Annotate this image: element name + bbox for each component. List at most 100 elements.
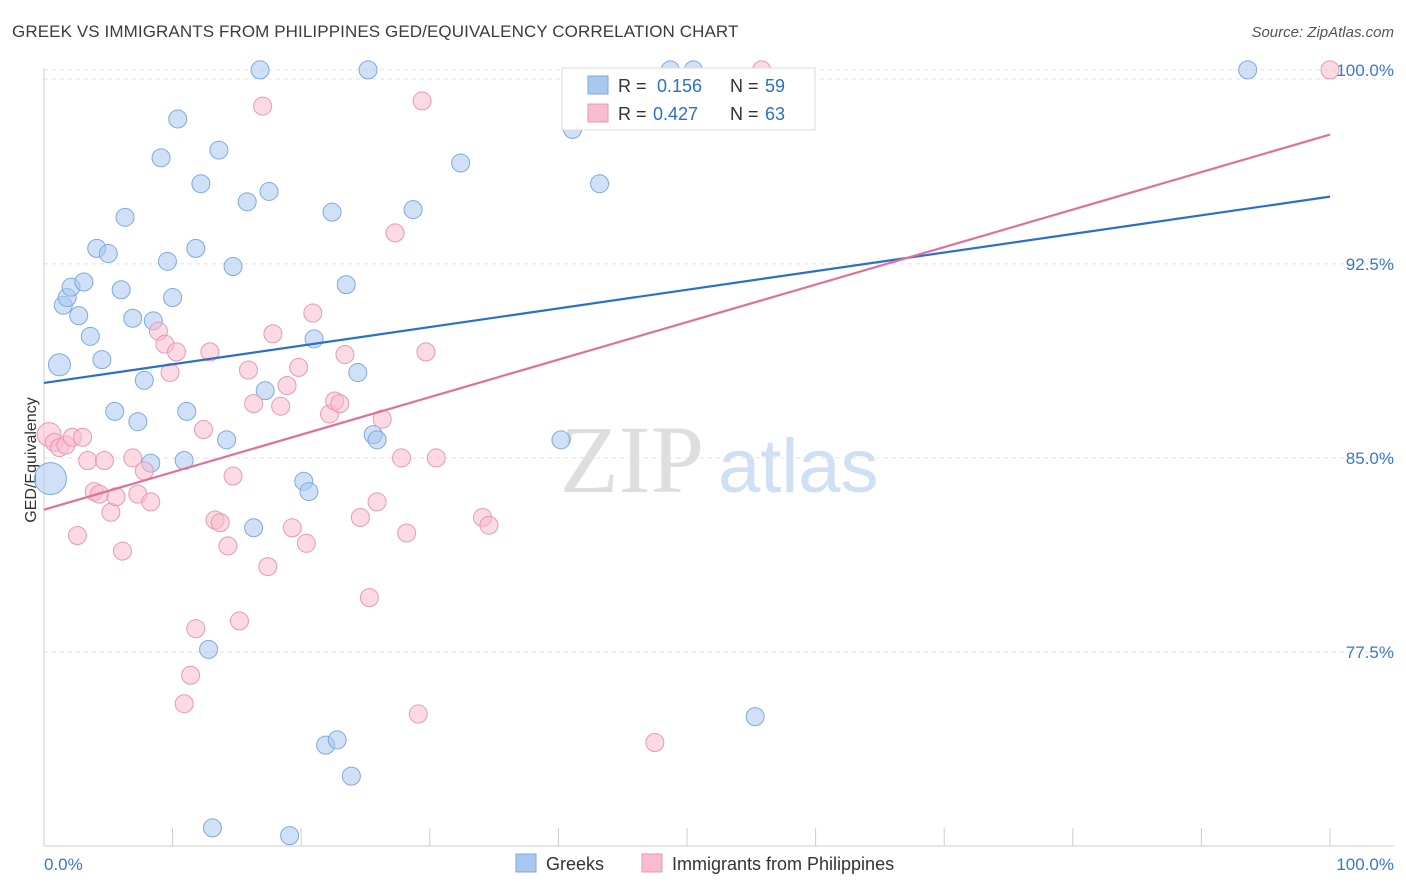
greeks-point bbox=[551, 430, 571, 450]
greeks-point bbox=[186, 238, 206, 258]
greeks-point bbox=[98, 244, 118, 264]
x-tick-label-left: 0.0% bbox=[44, 855, 83, 874]
greeks-point bbox=[47, 353, 71, 377]
greeks-point bbox=[1238, 60, 1258, 80]
philippines-point bbox=[277, 375, 297, 395]
greeks-point bbox=[403, 200, 423, 220]
philippines-point bbox=[412, 91, 432, 111]
philippines-point bbox=[94, 451, 114, 471]
greeks-point bbox=[367, 430, 387, 450]
greeks-point bbox=[151, 148, 171, 168]
axes bbox=[43, 68, 1394, 847]
philippines-point bbox=[408, 704, 428, 724]
greeks-point bbox=[80, 326, 100, 346]
philippines-point bbox=[134, 461, 154, 481]
greeks-point bbox=[157, 251, 177, 271]
greeks-point bbox=[163, 288, 183, 308]
greeks-point bbox=[451, 153, 471, 173]
greeks-point bbox=[199, 639, 219, 659]
philippines-point bbox=[253, 96, 273, 116]
greeks-point bbox=[299, 482, 319, 502]
greeks-point bbox=[255, 381, 275, 401]
philippines-point bbox=[174, 694, 194, 714]
legend-swatch-philippines bbox=[587, 103, 609, 123]
philippines-point bbox=[416, 342, 436, 362]
legend-n-label: N = bbox=[730, 76, 759, 96]
greeks-point bbox=[92, 350, 112, 370]
greeks-point bbox=[259, 181, 279, 201]
greeks-point bbox=[33, 462, 67, 496]
greeks-point bbox=[358, 60, 378, 80]
philippines-point bbox=[166, 342, 186, 362]
legend-box: R = 0.156 N = 59 R = 0.427 N = 63 bbox=[561, 67, 816, 131]
philippines-point bbox=[193, 419, 213, 439]
greeks-point bbox=[327, 730, 347, 750]
philippines-point bbox=[67, 526, 87, 546]
greeks-point bbox=[115, 207, 135, 227]
greeks-point bbox=[177, 401, 197, 421]
y-tick-label: 100.0% bbox=[1336, 61, 1394, 80]
greeks-point bbox=[74, 272, 94, 292]
philippines-point bbox=[367, 492, 387, 512]
philippines-point bbox=[78, 451, 98, 471]
philippines-point bbox=[289, 357, 309, 377]
greeks-point bbox=[237, 192, 257, 212]
philippines-point bbox=[258, 557, 278, 577]
greeks-point bbox=[202, 818, 222, 838]
philippines-point bbox=[271, 396, 291, 416]
philippines-point bbox=[244, 394, 264, 414]
bottom-legend: Greeks Immigrants from Philippines bbox=[515, 853, 894, 874]
y-tick-labels: 100.0% 92.5% 85.0% 77.5% bbox=[1336, 61, 1394, 662]
philippines-point bbox=[141, 492, 161, 512]
philippines-point bbox=[123, 448, 143, 468]
legend-swatch-greeks bbox=[587, 75, 609, 95]
legend-n-label: N = bbox=[730, 104, 759, 124]
greeks-point bbox=[111, 280, 131, 300]
greeks-point bbox=[322, 202, 342, 222]
philippines-point bbox=[181, 665, 201, 685]
trend-lines bbox=[43, 133, 1331, 511]
greeks-point bbox=[105, 401, 125, 421]
legend-r-label: R = bbox=[618, 76, 647, 96]
greeks-point bbox=[134, 370, 154, 390]
philippines-point bbox=[200, 342, 220, 362]
greeks-point bbox=[280, 826, 300, 846]
x-ticks bbox=[172, 828, 1331, 846]
x-tick-label-right: 100.0% bbox=[1336, 855, 1394, 874]
philippines-point bbox=[223, 466, 243, 486]
greeks-point bbox=[336, 275, 356, 295]
greeks-trend-line bbox=[43, 195, 1331, 384]
greeks-point bbox=[191, 174, 211, 194]
greeks-point bbox=[209, 140, 229, 160]
bottom-legend-swatch-greeks bbox=[515, 853, 537, 873]
philippines-point bbox=[359, 588, 379, 608]
y-axis-label: GED/Equivalency bbox=[23, 397, 40, 522]
philippines-point bbox=[263, 324, 283, 344]
philippines-point bbox=[645, 733, 665, 753]
chart-title: GREEK VS IMMIGRANTS FROM PHILIPPINES GED… bbox=[12, 22, 739, 41]
philippines-point bbox=[218, 536, 238, 556]
greeks-point bbox=[590, 174, 610, 194]
bottom-legend-label-greeks: Greeks bbox=[546, 854, 604, 874]
philippines-point bbox=[479, 515, 499, 535]
legend-r-label: R = bbox=[618, 104, 647, 124]
watermark: ZIP atlas bbox=[560, 406, 879, 513]
greeks-point bbox=[244, 518, 264, 538]
legend-r-value: 0.427 bbox=[653, 104, 698, 124]
bottom-legend-swatch-philippines bbox=[641, 853, 663, 873]
philippines-point bbox=[330, 394, 350, 414]
bottom-legend-label-philippines: Immigrants from Philippines bbox=[672, 854, 894, 874]
philippines-point bbox=[335, 344, 355, 364]
philippines-point bbox=[426, 448, 446, 468]
philippines-point bbox=[112, 541, 132, 561]
philippines-trend-line bbox=[43, 133, 1331, 511]
philippines-point bbox=[1320, 60, 1340, 80]
chart-source: Source: ZipAtlas.com bbox=[1251, 24, 1394, 41]
philippines-point bbox=[238, 360, 258, 380]
legend-n-value: 63 bbox=[765, 104, 785, 124]
y-tick-label: 92.5% bbox=[1346, 255, 1394, 274]
legend-r-value: 0.156 bbox=[657, 76, 702, 96]
y-tick-label: 77.5% bbox=[1346, 643, 1394, 662]
philippines-point bbox=[397, 523, 417, 543]
